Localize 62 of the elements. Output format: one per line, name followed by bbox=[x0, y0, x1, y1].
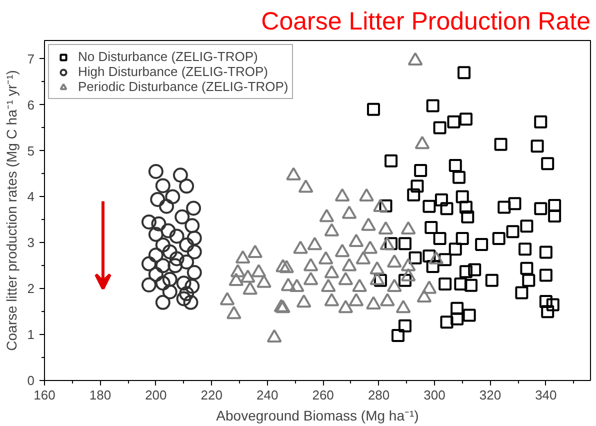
point bbox=[168, 258, 183, 274]
point bbox=[186, 200, 202, 216]
point bbox=[159, 198, 174, 214]
y-axis-title: Coarse litter production rates (Mg C ha⁻¹ yr⁻¹) bbox=[3, 70, 20, 351]
x-tick-label: 220 bbox=[200, 388, 222, 402]
point bbox=[155, 178, 170, 194]
point bbox=[162, 284, 178, 300]
x-tick-label: 300 bbox=[424, 388, 446, 402]
point bbox=[141, 214, 156, 230]
point bbox=[169, 228, 184, 244]
x-tick-label: 240 bbox=[256, 388, 278, 402]
chart-title: Coarse Litter Production Rate bbox=[261, 8, 591, 36]
point bbox=[165, 189, 180, 204]
y-tick-label: 4 bbox=[27, 189, 35, 204]
legend-label: Periodic Disturbance (ZELIG-TROP) bbox=[78, 79, 288, 94]
x-tick-label: 320 bbox=[479, 388, 502, 402]
point bbox=[186, 244, 202, 260]
x-tick-label: 180 bbox=[89, 388, 112, 402]
point bbox=[151, 216, 166, 232]
point bbox=[160, 223, 176, 238]
point bbox=[179, 178, 194, 194]
point bbox=[179, 254, 194, 270]
point bbox=[155, 237, 170, 252]
point bbox=[176, 276, 192, 291]
x-tick-label: 280 bbox=[368, 388, 390, 402]
point bbox=[150, 192, 166, 207]
point bbox=[169, 251, 184, 266]
point bbox=[148, 226, 164, 242]
point bbox=[155, 276, 170, 291]
y-tick-label: 6 bbox=[27, 97, 35, 112]
legend-label: High Disturbance (ZELIG-TROP) bbox=[78, 64, 268, 79]
x-tick-label: 260 bbox=[312, 388, 334, 402]
y-tick-label: 7 bbox=[27, 51, 35, 66]
point bbox=[148, 266, 164, 282]
point bbox=[184, 218, 200, 234]
point bbox=[172, 168, 188, 183]
x-tick-label: 160 bbox=[34, 388, 56, 402]
point bbox=[155, 258, 170, 274]
point bbox=[148, 248, 164, 263]
point bbox=[183, 294, 198, 310]
point bbox=[162, 244, 178, 260]
y-tick-label: 0 bbox=[27, 373, 35, 388]
x-tick-label: 200 bbox=[145, 388, 167, 402]
y-tick-label: 2 bbox=[27, 281, 35, 296]
point bbox=[179, 286, 194, 302]
point bbox=[155, 294, 170, 310]
point bbox=[176, 291, 192, 306]
y-tick-label: 1 bbox=[27, 327, 35, 342]
point bbox=[141, 256, 156, 272]
y-tick-label: 3 bbox=[27, 235, 35, 250]
y-tick-label: 5 bbox=[27, 143, 35, 158]
legend-label: No Disturbance (ZELIG-TROP) bbox=[78, 49, 258, 64]
point bbox=[148, 164, 164, 179]
point bbox=[184, 278, 200, 294]
point bbox=[186, 265, 202, 280]
point bbox=[179, 237, 194, 252]
point bbox=[141, 277, 156, 292]
point bbox=[186, 230, 202, 246]
point bbox=[174, 209, 190, 224]
x-axis-title: Aboveground Biomass (Mg ha⁻¹) bbox=[216, 408, 419, 424]
x-tick-label: 340 bbox=[535, 388, 557, 402]
point bbox=[162, 272, 178, 287]
